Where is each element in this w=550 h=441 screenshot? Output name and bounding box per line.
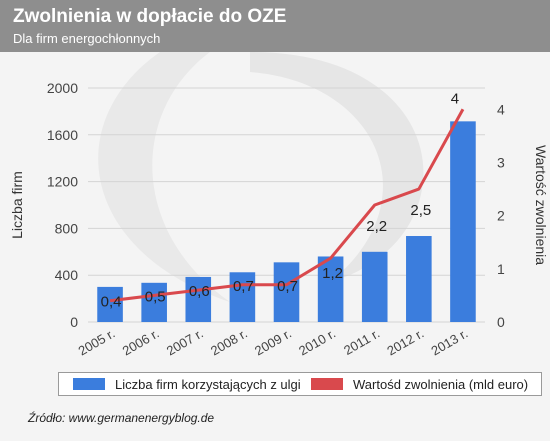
legend-item-bars: Liczba firm korzystających z ulgi	[73, 373, 301, 395]
x-tick-label: 2013 r.	[429, 326, 471, 359]
y2-tick-label: 0	[497, 314, 505, 330]
y-tick-label: 2000	[47, 80, 78, 96]
bar-series	[97, 121, 476, 322]
x-tick-label: 2006 r.	[120, 326, 162, 359]
bar	[450, 121, 476, 322]
background-swoosh	[250, 52, 424, 282]
legend-label-line: Wartośd zwolnienia (mld euro)	[353, 376, 529, 392]
data-label: 1,2	[322, 265, 343, 282]
data-label: 0,5	[145, 288, 166, 305]
data-label: 0,4	[101, 294, 122, 311]
legend-swatch-line	[311, 378, 343, 390]
legend-swatch-bars	[73, 378, 105, 390]
data-label: 2,5	[410, 202, 431, 219]
bar	[185, 276, 212, 322]
x-tick-label: 2005 r.	[76, 326, 118, 359]
legend-item-line: Wartośd zwolnienia (mld euro)	[311, 373, 528, 395]
y2-axis-title: Wartość zwolnienia	[533, 145, 549, 265]
legend-label-bars: Liczba firm korzystających z ulgi	[115, 376, 301, 392]
line-series: 0,4 0,5 0,6 0,7 0,7 1,2 2,2 2,5 4	[101, 90, 465, 311]
header-bar: Zwolnienia w dopłacie do OZE Dla firm en…	[0, 0, 550, 52]
bar	[141, 282, 167, 322]
data-label: 0,6	[189, 283, 210, 300]
chart-area: 0,4 0,5 0,6 0,7 0,7 1,2 2,2 2,5 4 0 400 800 1200 160…	[9, 52, 549, 359]
x-tick-label: 2012 r.	[384, 326, 426, 359]
background-decoration	[98, 52, 424, 302]
y2-tick-label: 1	[497, 261, 505, 277]
bar	[361, 251, 388, 322]
bar	[273, 262, 300, 322]
x-tick-label: 2007 r.	[164, 326, 206, 359]
x-tick-label: 2010 r.	[296, 326, 338, 359]
series-line	[109, 108, 465, 303]
x-tick-label: 2008 r.	[208, 326, 250, 359]
data-label: 4	[451, 90, 459, 107]
source-note: Źródło: www.germanenergyblog.de	[28, 411, 215, 425]
bar	[406, 236, 432, 322]
y2-tick-label: 2	[497, 208, 505, 224]
bar	[229, 272, 256, 322]
y2-tick-label: 4	[497, 101, 505, 117]
data-label: 0,7	[233, 278, 254, 295]
y-tick-label: 800	[55, 220, 79, 236]
bar	[97, 286, 123, 322]
y-tick-label: 1600	[47, 127, 78, 143]
x-tick-label: 2011 r.	[341, 326, 382, 358]
background-swoosh	[98, 52, 230, 302]
bar	[317, 256, 344, 322]
data-label: 0,7	[277, 278, 298, 295]
y-tick-label: 400	[55, 267, 79, 283]
y2-tick-label: 3	[497, 154, 505, 170]
data-label: 2,2	[366, 218, 387, 235]
chart-title: Zwolnienia w dopłacie do OZE	[13, 6, 287, 27]
y-axis-title: Liczba firm	[9, 171, 25, 239]
legend: Liczba firm korzystających z ulgi Wartoś…	[58, 372, 542, 396]
y-tick-label: 1200	[47, 174, 78, 190]
y-tick-label: 0	[70, 314, 78, 330]
chart-subtitle: Dla firm energochłonnych	[13, 31, 161, 46]
x-tick-label: 2009 r.	[252, 326, 294, 359]
